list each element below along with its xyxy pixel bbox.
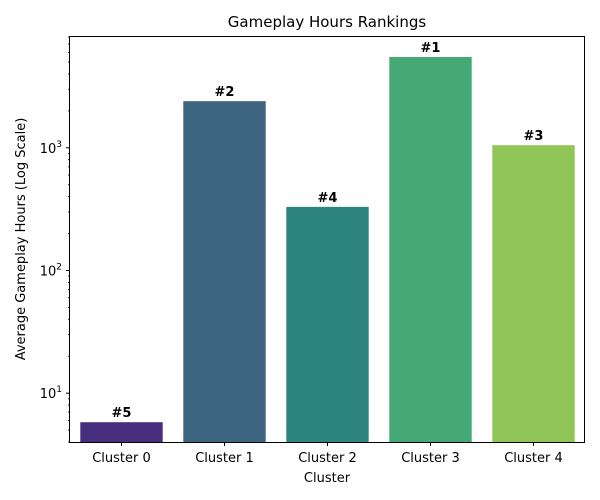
rank-label-3: #1 — [421, 41, 441, 56]
rank-label-0: #5 — [112, 406, 132, 421]
bar-4 — [492, 145, 575, 442]
x-axis-label: Cluster — [304, 471, 351, 486]
y-axis-label: Average Gameplay Hours (Log Scale) — [14, 118, 29, 361]
bar-labels-group: #5 #2 #4 #1 #3 — [112, 41, 544, 421]
bar-3 — [389, 56, 472, 443]
y-tick-label-0: 101 — [40, 385, 62, 402]
rank-label-1: #2 — [215, 85, 235, 100]
y-tick-label-2: 103 — [40, 140, 62, 157]
x-tick-label-1: Cluster 1 — [195, 451, 254, 466]
bar-0 — [80, 422, 163, 442]
x-tick-label-4: Cluster 4 — [504, 451, 563, 466]
rank-label-4: #3 — [524, 129, 544, 144]
x-tick-label-3: Cluster 3 — [401, 451, 460, 466]
bar-2 — [286, 206, 369, 442]
chart-title: Gameplay Hours Rankings — [228, 13, 427, 31]
bar-1 — [183, 101, 266, 442]
x-tick-label-0: Cluster 0 — [92, 451, 151, 466]
y-axis-ticks: 101 102 103 — [40, 36, 70, 443]
bars-group — [80, 56, 575, 443]
x-axis-ticks: Cluster 0 Cluster 1 Cluster 2 Cluster 3 Clus… — [92, 442, 563, 466]
y-tick-label-1: 102 — [40, 262, 62, 279]
plot-frame — [69, 36, 585, 443]
x-tick-label-2: Cluster 2 — [298, 451, 357, 466]
rank-label-2: #4 — [318, 191, 338, 206]
